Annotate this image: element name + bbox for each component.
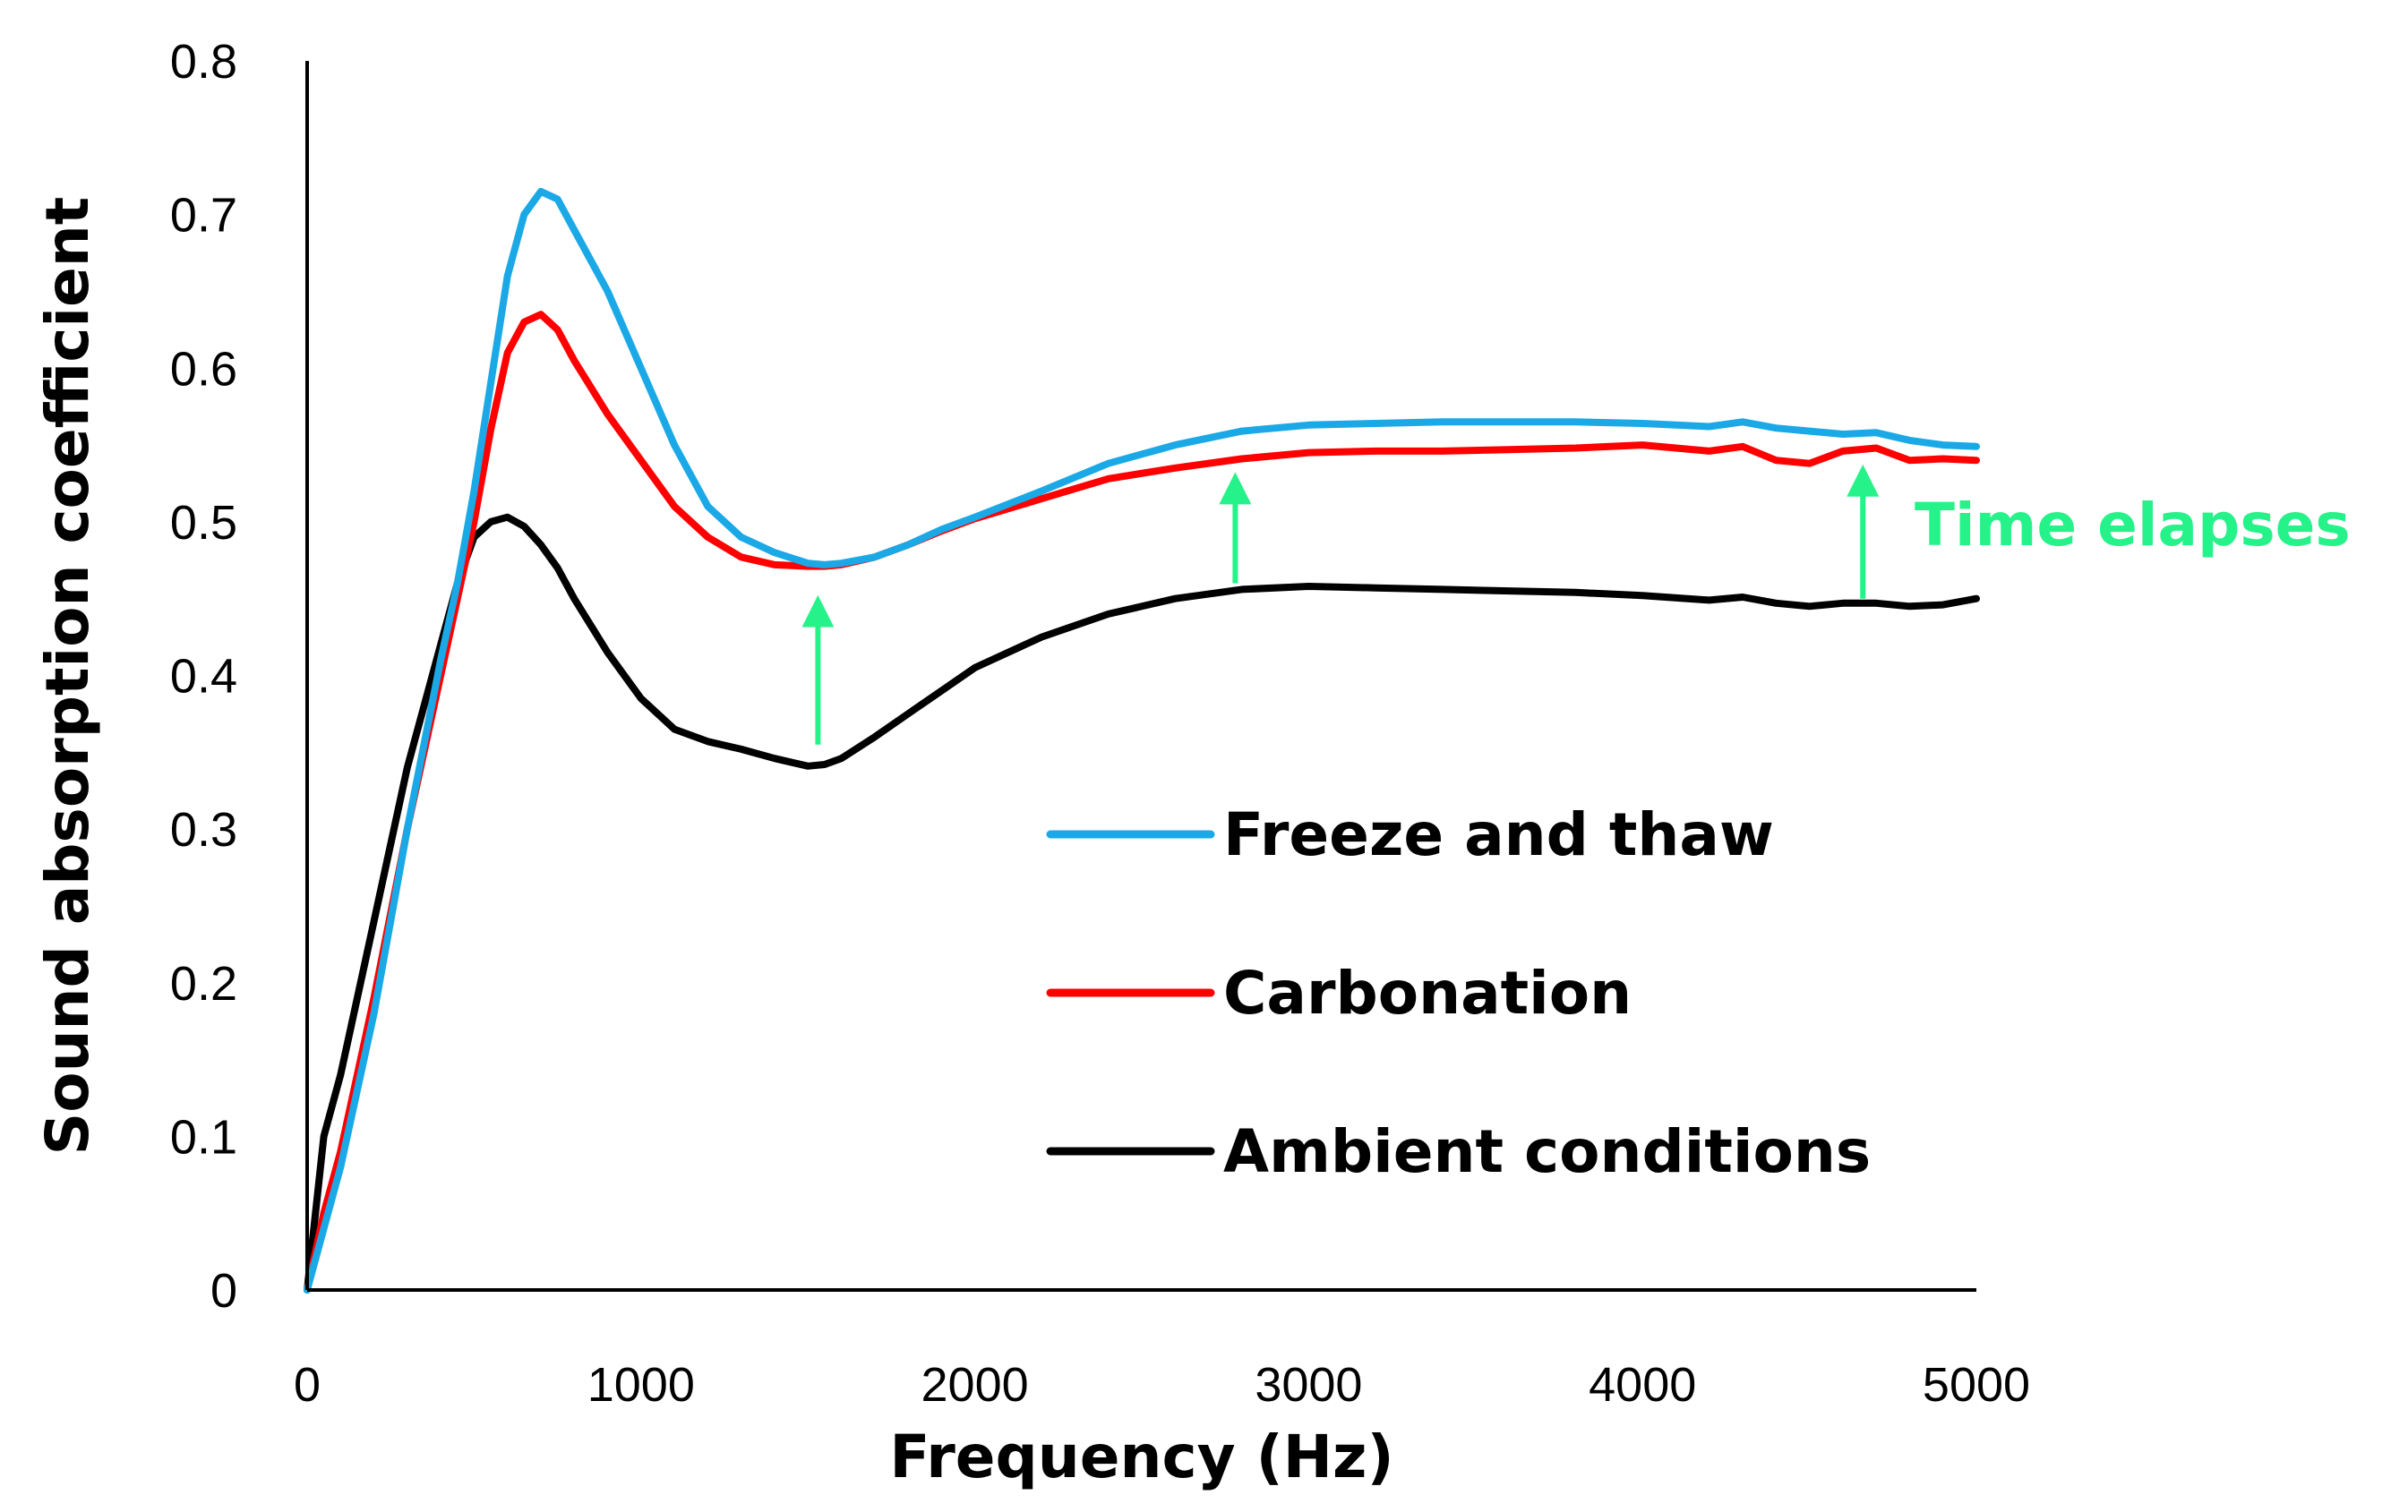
x-tick-label: 2000: [921, 1358, 1029, 1412]
annotation-arrows: [801, 464, 1880, 745]
y-tick-label: 0.8: [170, 35, 237, 89]
annotation-time-elapses: Time elapses: [1915, 491, 2351, 560]
y-tick-label: 0: [210, 1264, 237, 1318]
x-tick-label: 3000: [1255, 1358, 1362, 1412]
x-tick-label: 5000: [1923, 1358, 2030, 1412]
y-axis-ticks: 0 0.1 0.2 0.3 0.4 0.5 0.6 0.7 0.8: [170, 35, 237, 1318]
legend-label: Freeze and thaw: [1223, 800, 1774, 869]
x-tick-label: 0: [294, 1358, 321, 1412]
x-tick-label: 1000: [587, 1358, 695, 1412]
legend: Freeze and thaw Carbonation Ambient condit…: [1046, 800, 1871, 1186]
y-axis-title: Sound absorption coefficient: [33, 197, 102, 1156]
y-tick-label: 0.3: [170, 803, 237, 857]
series-line-freeze-and-thaw: [304, 187, 1980, 1294]
legend-label: Ambient conditions: [1223, 1117, 1871, 1186]
y-tick-label: 0.5: [170, 496, 237, 550]
y-tick-label: 0.2: [170, 957, 237, 1011]
series-lines: [304, 187, 1980, 1294]
x-axis-ticks: 0 1000 2000 3000 4000 5000: [294, 1358, 2030, 1412]
y-tick-label: 0.1: [170, 1110, 237, 1164]
y-tick-label: 0.7: [170, 189, 237, 243]
series-line-ambient-conditions: [304, 513, 1980, 1294]
x-axis-title: Frequency (Hz): [889, 1422, 1393, 1491]
x-tick-label: 4000: [1589, 1358, 1696, 1412]
legend-label: Carbonation: [1223, 959, 1632, 1028]
y-tick-label: 0.4: [170, 650, 237, 704]
y-tick-label: 0.6: [170, 342, 237, 396]
